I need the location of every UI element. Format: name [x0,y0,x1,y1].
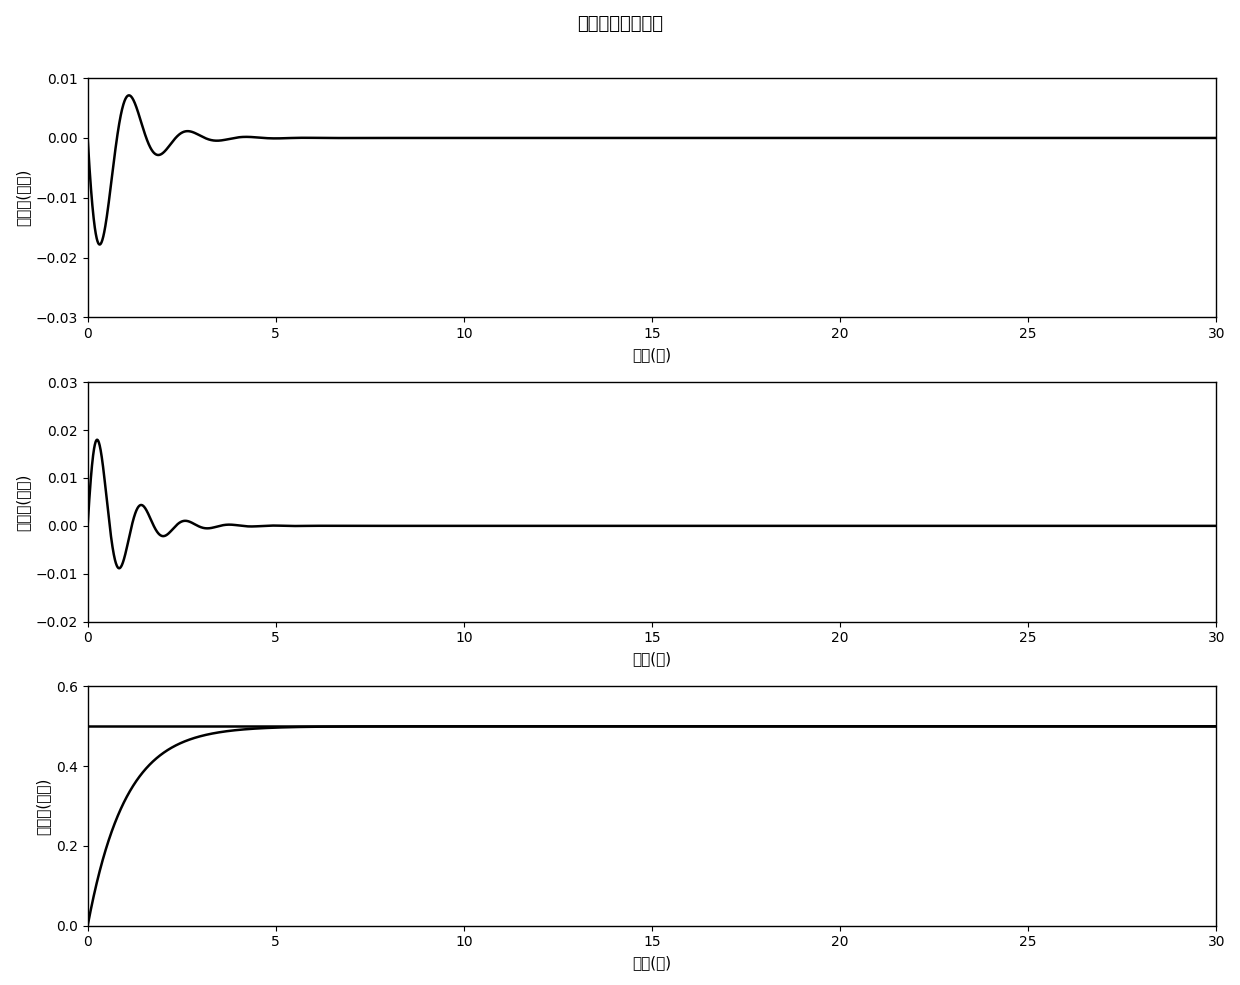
Y-axis label: 偏航角(弧度): 偏航角(弧度) [36,777,51,834]
X-axis label: 时间(秒): 时间(秒) [632,651,672,666]
X-axis label: 时间(秒): 时间(秒) [632,955,672,970]
Text: 姿态角的跟踪效果: 姿态角的跟踪效果 [577,15,663,33]
Y-axis label: 翻滚角(弧度): 翻滚角(弧度) [15,169,30,227]
Y-axis label: 俧仰角(弧度): 俧仰角(弧度) [15,473,30,531]
X-axis label: 时间(秒): 时间(秒) [632,347,672,361]
